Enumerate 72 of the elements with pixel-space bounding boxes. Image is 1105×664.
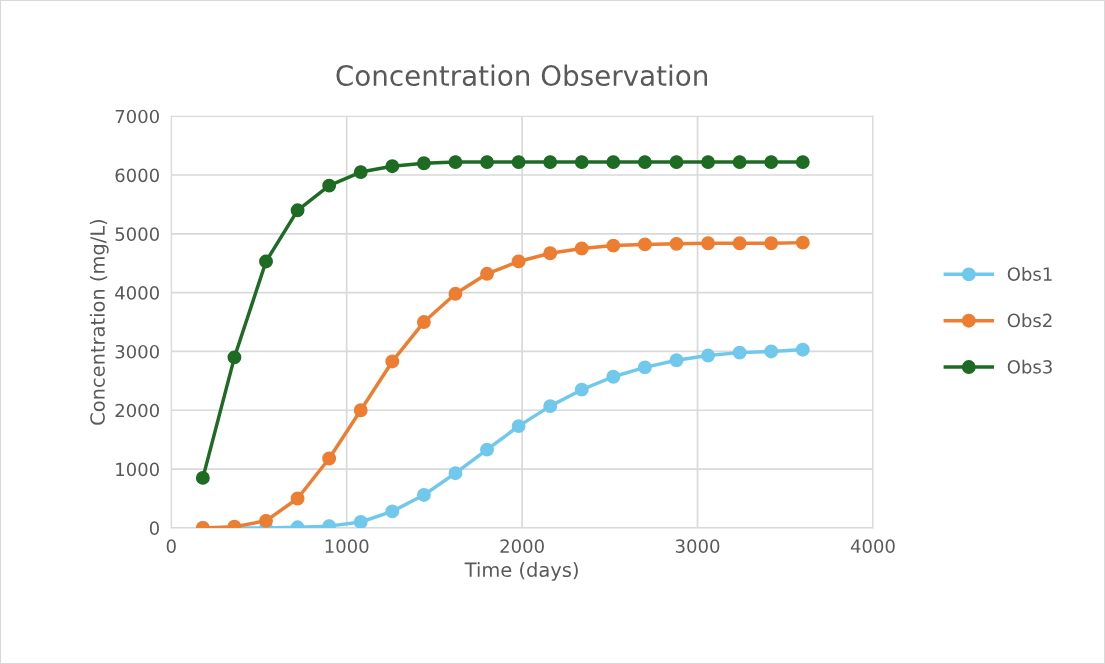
point [606,155,621,170]
y-tick-label: 0 [149,521,159,535]
point [290,203,305,218]
point [195,470,210,485]
point [732,155,747,170]
x-tick-label: 2000 [500,539,544,553]
point [227,350,242,365]
point [732,345,747,360]
point [511,254,526,269]
y-tick-label: 2000 [115,403,159,418]
point [511,419,526,434]
point [606,369,621,384]
x-tick-label: 0 [166,539,176,553]
legend-label: Obs2 [1007,313,1052,328]
point [385,504,400,519]
point [795,155,810,170]
point [448,155,463,170]
point [764,236,779,251]
point [385,354,400,369]
point [701,155,716,170]
x-tick-label: 1000 [325,539,369,553]
point [574,155,589,170]
point [574,382,589,397]
point [701,348,716,363]
point [416,156,431,171]
y-tick-label: 4000 [115,286,159,300]
point [322,451,337,466]
point [290,491,305,506]
legend-label: Obs3 [1007,359,1052,374]
point [543,155,558,170]
y-tick-label: 6000 [115,168,159,183]
y-tick-label: 3000 [115,344,159,359]
point [448,466,463,481]
point [480,442,494,457]
point [764,344,779,359]
y-tick-label: 1000 [116,462,159,477]
point [448,286,463,301]
x-axis-title: Time (days) [464,562,578,581]
point [637,155,652,170]
point [353,165,368,180]
point [637,360,652,375]
point [480,266,494,281]
point [701,236,716,251]
point [669,236,684,251]
point [795,235,810,250]
y-tick-label: 5000 [115,227,159,241]
y-axis-title: Concentration (mg/L) [89,219,109,425]
x-tick-label: 4000 [850,539,895,553]
point [543,399,558,414]
point [416,488,431,502]
point [795,342,810,357]
point [511,155,526,170]
point [543,246,558,261]
point [669,353,684,368]
point [259,513,273,528]
point [353,515,368,528]
point [669,155,684,170]
x-tick-label: 3000 [675,539,720,553]
point [637,237,652,252]
point [385,159,400,174]
point [353,403,368,418]
point [259,254,273,269]
point [480,155,494,170]
legend-label: Obs1 [1007,266,1052,281]
y-tick-label: 7000 [115,109,159,124]
point [322,178,337,193]
point [416,315,431,329]
point [606,238,621,253]
point [574,241,589,256]
point [764,155,779,170]
point [732,236,747,251]
chart-title: Concentration Observation [336,64,707,87]
